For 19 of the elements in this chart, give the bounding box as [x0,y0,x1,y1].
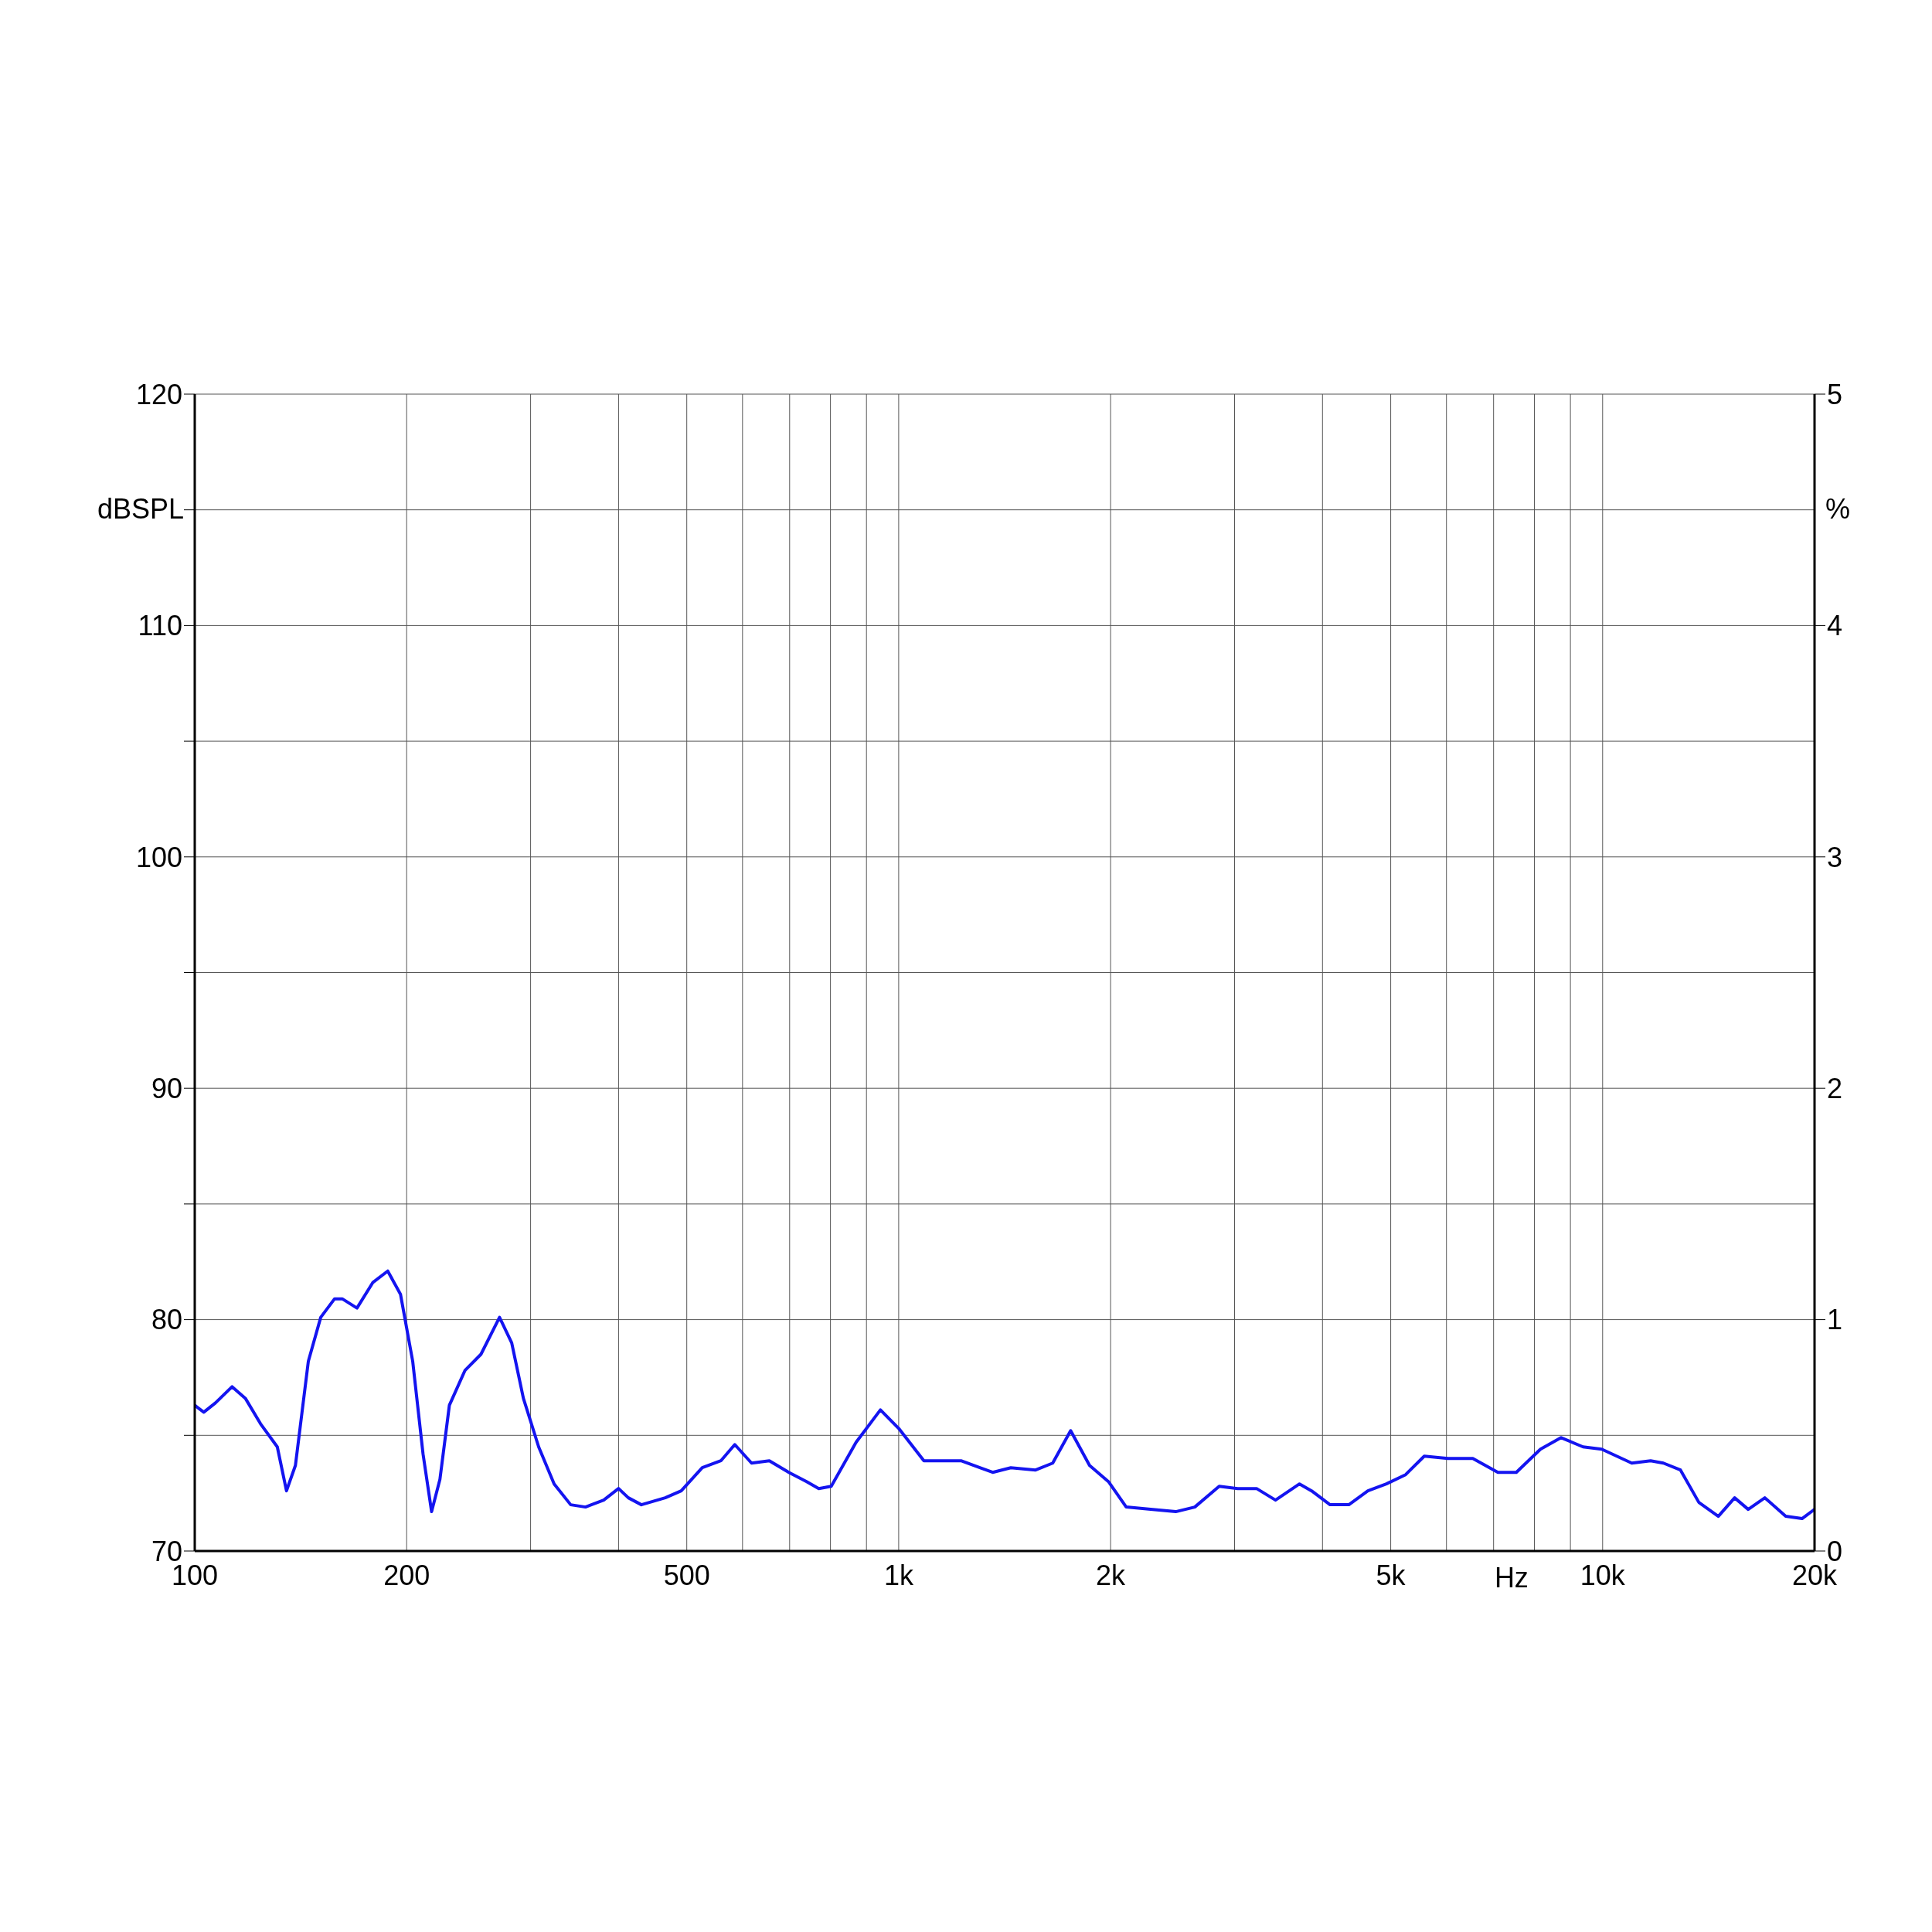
x-tick-label: 200 [383,1559,430,1591]
y-tick-label: 100 [135,841,182,873]
y2-tick-label: 3 [1827,841,1843,873]
x-axis-title: Hz [1494,1562,1529,1594]
y-axis-title: dBSPL [97,492,184,526]
y2-tick-label: 4 [1827,610,1843,642]
y2-tick-label: 1 [1827,1304,1843,1336]
y2-tick-label: 5 [1827,378,1843,410]
x-tick-label: 500 [663,1559,710,1591]
y2-tick-label: 2 [1827,1072,1843,1104]
x-tick-label: 10k [1580,1559,1626,1591]
y2-axis-title: % [1825,492,1851,526]
y-tick-label: 80 [151,1304,182,1336]
x-tick-label: 1k [883,1559,914,1591]
y-tick-label: 90 [151,1072,182,1104]
y-tick-label: 120 [135,378,182,410]
y-tick-label: 110 [138,610,182,642]
x-tick-label: 2k [1096,1559,1127,1591]
x-tick-label: 5k [1376,1559,1406,1591]
